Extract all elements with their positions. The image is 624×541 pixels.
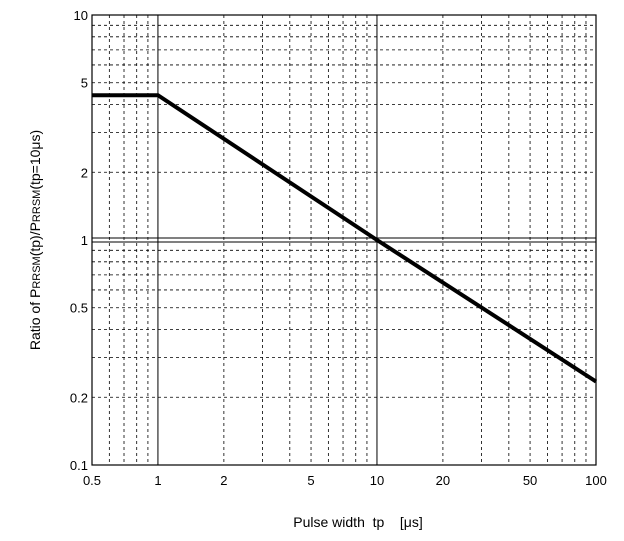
x-tick-label: 100 bbox=[585, 473, 607, 488]
series-group bbox=[92, 93, 598, 384]
x-tick-label: 5 bbox=[307, 473, 314, 488]
y-label-subscript: RRSM bbox=[31, 190, 43, 222]
y-label-part: Ratio of P bbox=[27, 289, 43, 350]
y-tick-label: 2 bbox=[81, 165, 88, 180]
x-tick-label: 1 bbox=[154, 473, 161, 488]
plot-frame bbox=[91, 14, 597, 466]
y-tick-label: 5 bbox=[81, 76, 88, 91]
y-tick-labels: 0.1 0.2 0.5 1 2 5 10 bbox=[70, 8, 88, 473]
series-line bbox=[92, 93, 598, 384]
x-tick-label: 2 bbox=[220, 473, 227, 488]
x-axis-label: Pulse width tp [μs] bbox=[293, 514, 422, 530]
y-label-subscript: RRSM bbox=[31, 256, 43, 288]
x-tick-label: 10 bbox=[370, 473, 384, 488]
x-tick-labels: 0.5 1 2 5 10 20 50 100 bbox=[83, 473, 607, 488]
y-label-part: (tp)/P bbox=[27, 222, 43, 256]
y-tick-label: 0.5 bbox=[70, 301, 88, 316]
y-label-part: (tp=10μs) bbox=[27, 130, 43, 190]
grid bbox=[92, 15, 596, 465]
y-tick-label: 10 bbox=[74, 8, 88, 23]
y-tick-label: 0.2 bbox=[70, 390, 88, 405]
x-tick-label: 0.5 bbox=[83, 473, 101, 488]
x-tick-label: 20 bbox=[436, 473, 450, 488]
y-tick-label: 0.1 bbox=[70, 458, 88, 473]
y-tick-label: 1 bbox=[81, 233, 88, 248]
x-tick-label: 50 bbox=[523, 473, 537, 488]
y-axis-label: Ratio of PRRSM(tp)/PRRSM(tp=10μs) bbox=[27, 130, 43, 350]
